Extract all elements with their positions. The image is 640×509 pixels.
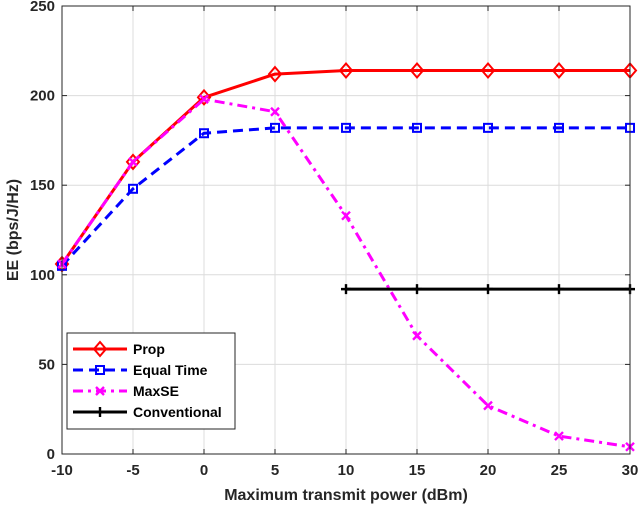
legend-label: MaxSE (133, 383, 179, 399)
data-point-x (554, 431, 564, 441)
data-point-plus (341, 284, 351, 295)
data-point-square (412, 122, 422, 133)
data-point-square (483, 122, 493, 133)
axis-ticks (61, 5, 631, 455)
legend-item: Equal Time (73, 362, 208, 378)
data-point-diamond (551, 61, 567, 80)
data-point-square (270, 122, 280, 133)
data-point-square (95, 365, 105, 375)
series-maxse (57, 94, 635, 452)
data-point-plus (412, 284, 422, 295)
data-point-diamond (196, 88, 212, 106)
y-tick-label: 250 (30, 0, 55, 15)
y-axis-label: EE (bps/J/Hz) (5, 179, 22, 281)
y-tick-label: 100 (30, 267, 55, 284)
legend-item: MaxSE (73, 383, 179, 399)
data-point-square (199, 128, 209, 139)
data-point-diamond (338, 61, 354, 80)
x-tick-label: 30 (622, 462, 639, 479)
data-point-plus (554, 284, 564, 295)
legend-item: Conventional (73, 404, 222, 420)
y-tick-label: 0 (47, 446, 55, 463)
series-line (60, 126, 630, 267)
y-tick-label: 200 (30, 88, 55, 105)
y-tick-label: 150 (30, 177, 55, 194)
x-tick-label: -10 (51, 462, 73, 479)
series-line (60, 69, 630, 265)
x-tick-label: 10 (338, 462, 355, 479)
legend-label: Equal Time (133, 362, 208, 378)
data-point-diamond (267, 65, 283, 83)
data-point-diamond (480, 61, 496, 80)
data-point-x (341, 210, 351, 221)
x-axis-label: Maximum transmit power (dBm) (224, 487, 468, 504)
data-point-plus (95, 407, 105, 417)
data-point-x (412, 330, 422, 341)
data-point-x (483, 400, 493, 411)
x-tick-label: 15 (409, 462, 426, 479)
legend-label: Conventional (133, 404, 222, 420)
data-point-x (270, 106, 280, 117)
tick-labels: -10 -5 0 5 10 15 20 25 30 0 50 100 150 200 250 (30, 0, 638, 479)
y-tick-label: 50 (38, 356, 55, 373)
x-tick-label: -5 (126, 462, 139, 479)
legend-label: Prop (133, 341, 165, 357)
data-point-diamond (92, 340, 108, 358)
data-point-x (128, 157, 138, 167)
data-point-square (554, 122, 564, 133)
x-tick-label: 0 (200, 462, 208, 479)
data-point-plus (483, 284, 493, 295)
series-layer (54, 61, 638, 452)
data-point-x (95, 386, 105, 396)
legend: Prop Equal Time MaxSE Conventional (66, 332, 236, 430)
x-tick-label: 20 (480, 462, 497, 479)
data-point-x (199, 94, 209, 105)
data-point-square (128, 183, 138, 194)
legend-item: Prop (73, 340, 165, 358)
x-tick-label: 25 (551, 462, 568, 479)
data-point-diamond (409, 61, 425, 80)
data-point-square (341, 122, 351, 133)
x-tick-label: 5 (271, 462, 279, 479)
